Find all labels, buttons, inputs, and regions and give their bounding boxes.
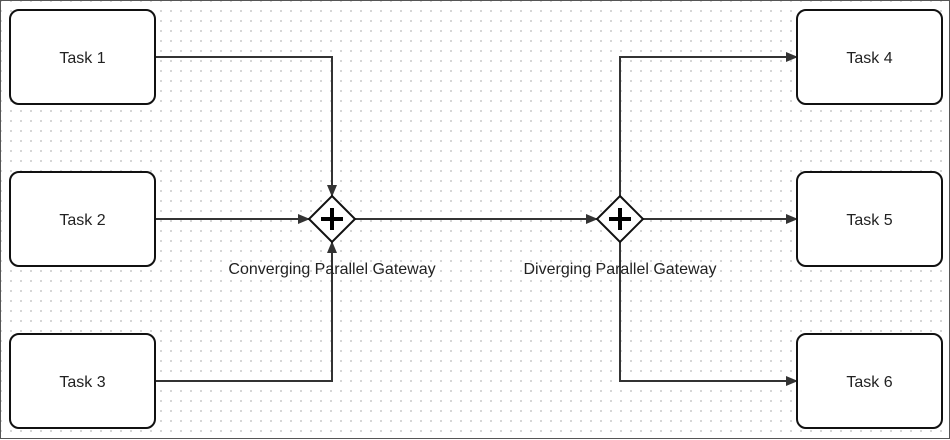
task-5[interactable]: Task 5	[796, 171, 943, 267]
task-box[interactable]	[796, 171, 943, 267]
task-box[interactable]	[796, 9, 943, 105]
task-2[interactable]: Task 2	[9, 171, 156, 267]
task-label: Task 5	[846, 212, 892, 229]
flow-diverging-gateway-to-task6[interactable]	[619, 242, 798, 386]
task-box[interactable]	[796, 333, 943, 429]
task-label: Task 4	[846, 50, 892, 67]
flow-task3-to-converging-gateway[interactable]	[156, 241, 337, 382]
task-box[interactable]	[9, 171, 156, 267]
task-4[interactable]: Task 4	[796, 9, 943, 105]
sequence-flows	[156, 52, 798, 386]
converging-parallel-gateway[interactable]: Converging Parallel Gateway	[228, 194, 436, 278]
task-3[interactable]: Task 3	[9, 333, 156, 429]
task-1[interactable]: Task 1	[9, 9, 156, 105]
task-6[interactable]: Task 6	[796, 333, 943, 429]
gateway-label: Converging Parallel Gateway	[228, 261, 435, 278]
task-label: Task 1	[59, 50, 105, 67]
task-label: Task 3	[59, 374, 105, 391]
task-box[interactable]	[9, 9, 156, 105]
task-label: Task 6	[846, 374, 892, 391]
gateway-label: Diverging Parallel Gateway	[524, 261, 717, 278]
task-box[interactable]	[9, 333, 156, 429]
flow-task1-to-converging-gateway[interactable]	[156, 56, 337, 197]
diverging-parallel-gateway[interactable]: Diverging Parallel Gateway	[524, 194, 717, 278]
task-label: Task 2	[59, 212, 105, 229]
flow-diverging-gateway-to-task4[interactable]	[619, 52, 798, 196]
